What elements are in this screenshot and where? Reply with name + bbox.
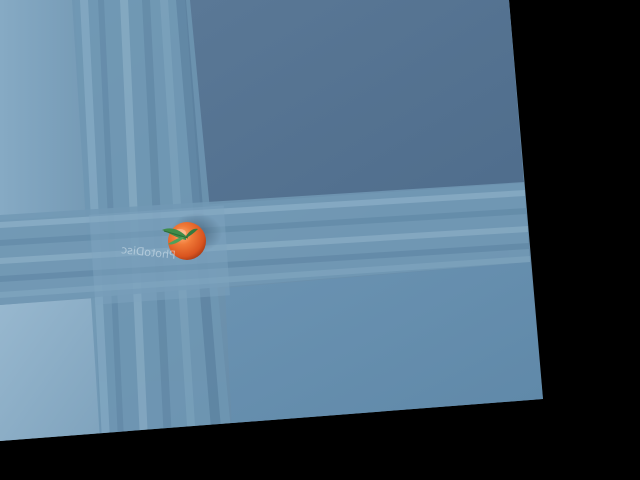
- tomato: [162, 222, 206, 260]
- watermark: PhotoDisc: [120, 243, 176, 262]
- watermark-text: PhotoDisc: [120, 243, 176, 262]
- horizontal-streaks: [0, 182, 530, 305]
- tomato-leaf: [162, 228, 198, 245]
